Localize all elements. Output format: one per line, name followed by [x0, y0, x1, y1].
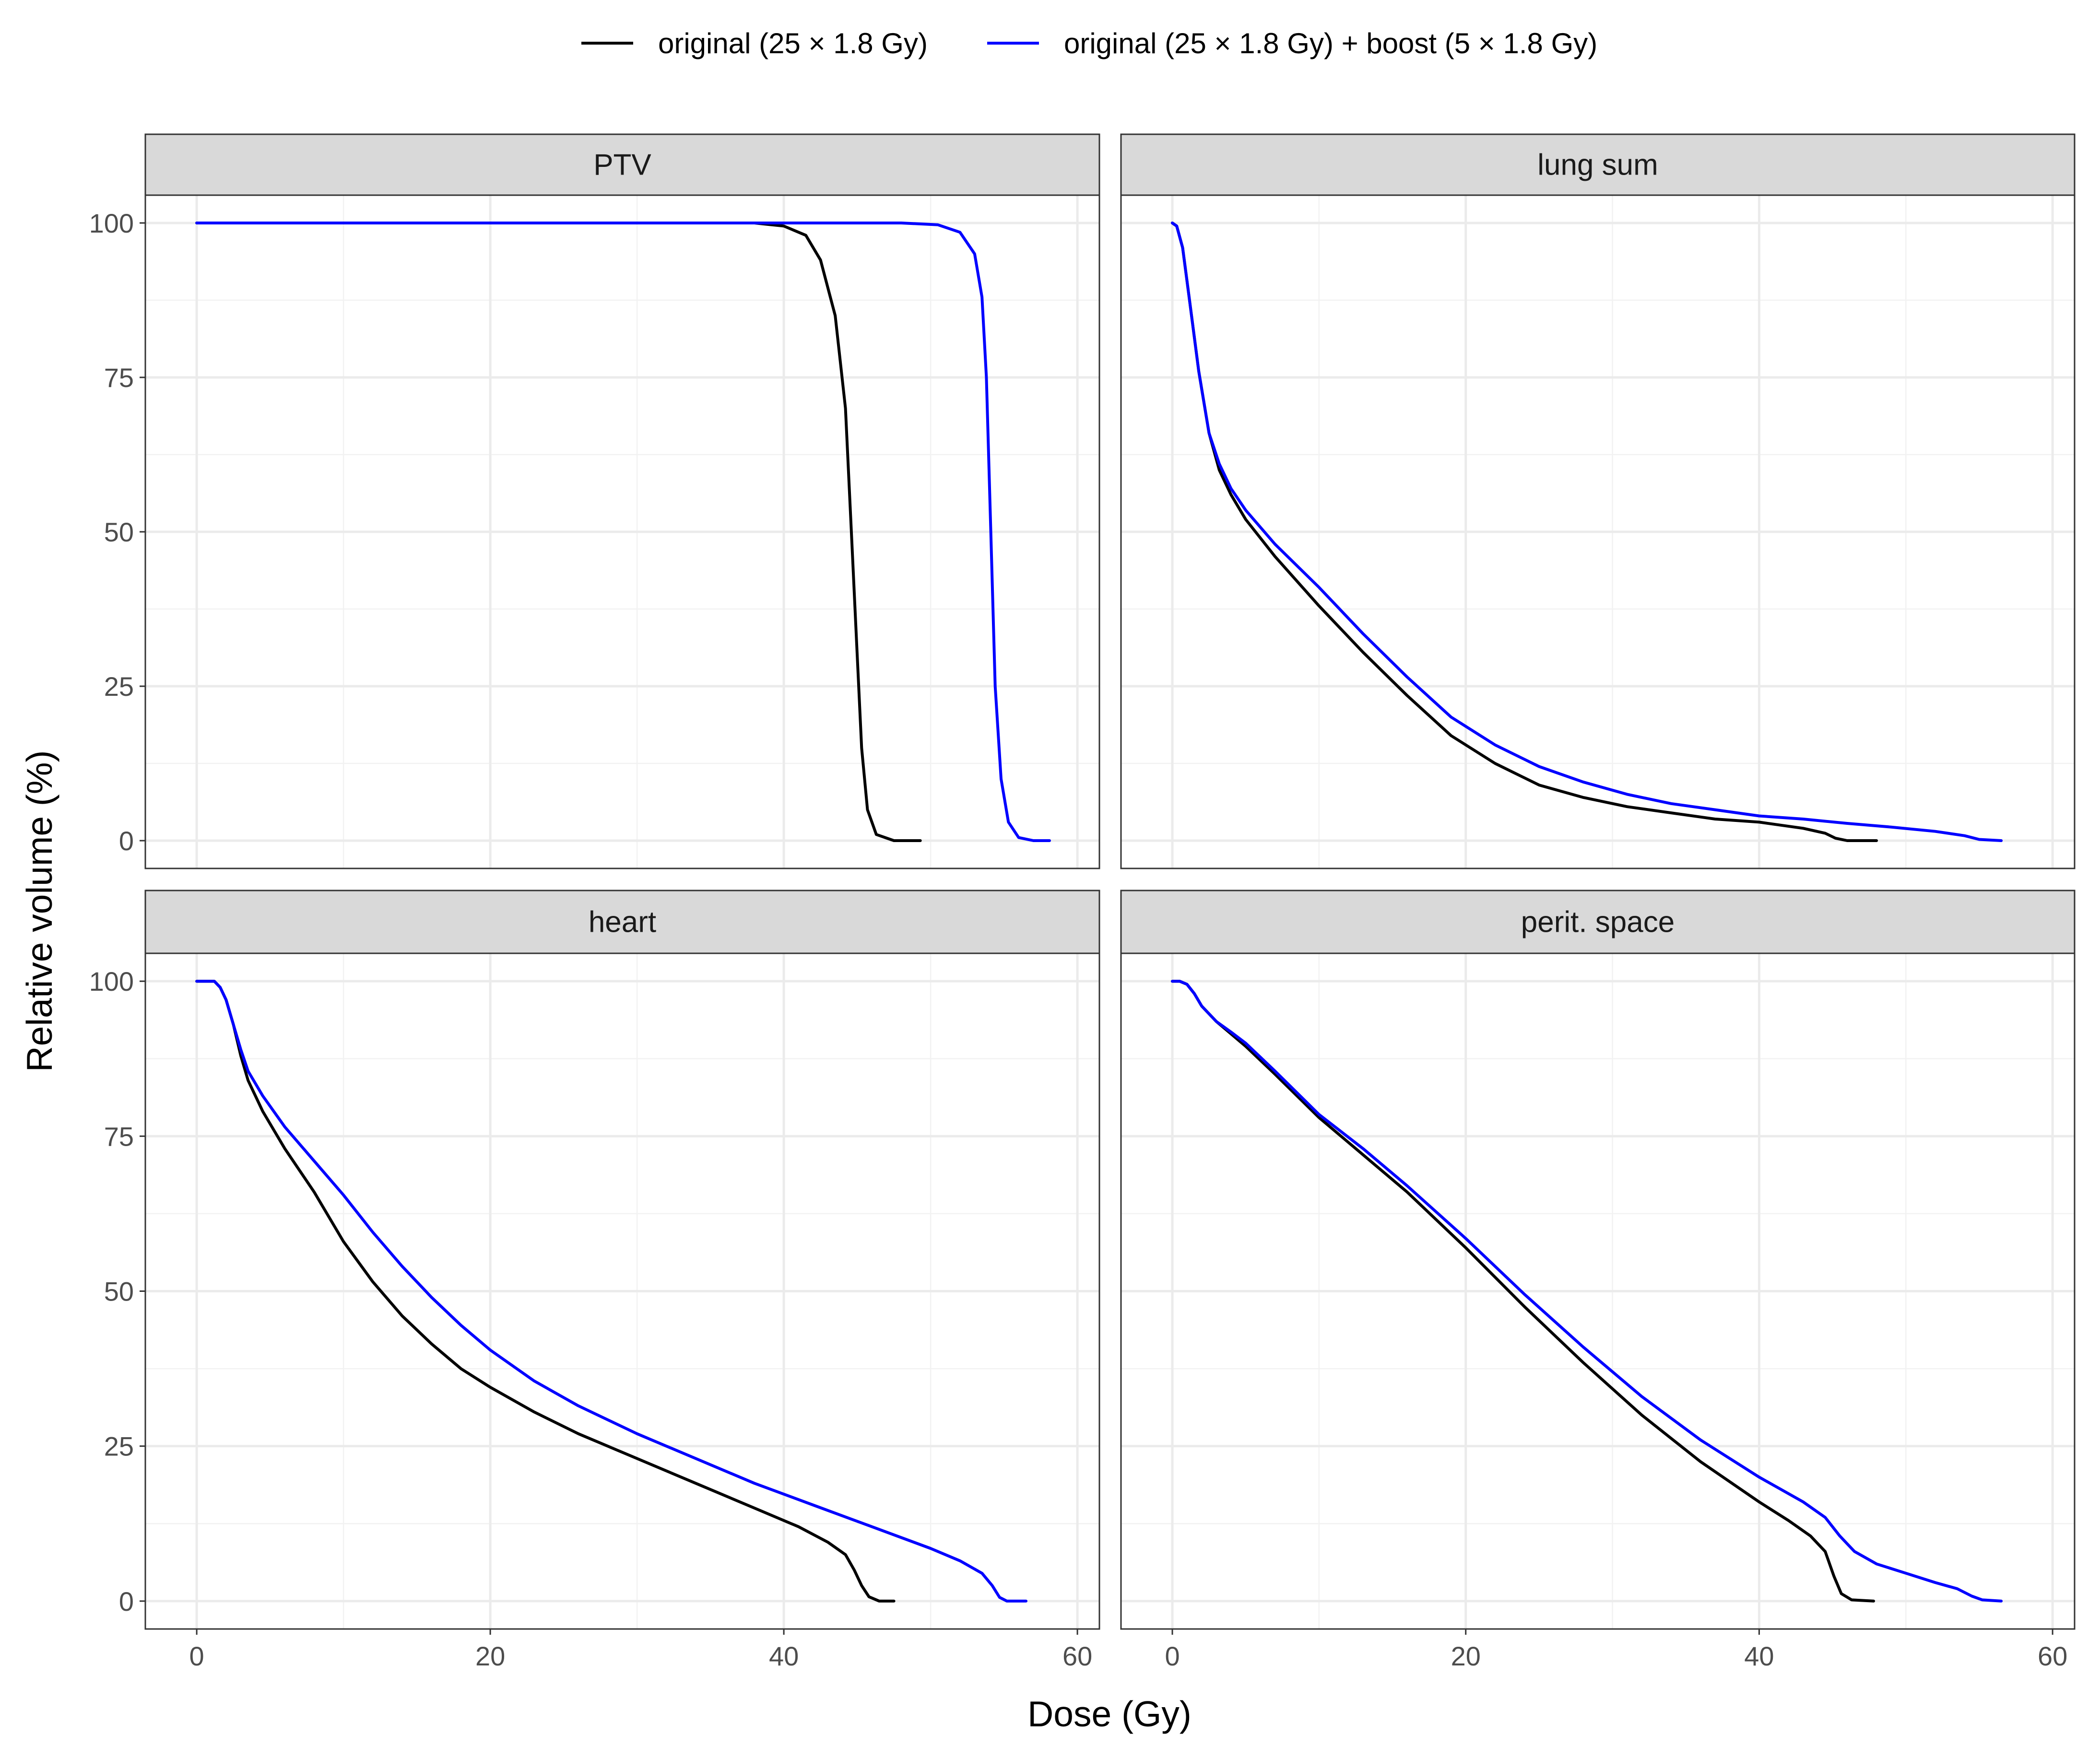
x-tick-label: 60	[2038, 1641, 2067, 1671]
y-tick-label: 25	[104, 671, 134, 702]
facet-strip	[144, 890, 1100, 954]
facet-strip-label: lung sum	[1537, 149, 1658, 182]
legend: original (25 × 1.8 Gy) original (25 × 1.8…	[581, 27, 1597, 59]
series-line-original	[195, 222, 922, 842]
y-tick-label: 50	[104, 1277, 134, 1307]
x-tick-label: 20	[475, 1641, 505, 1671]
y-tick-label: 100	[89, 208, 134, 238]
series-line-original-plus-boost	[1171, 980, 2003, 1603]
series-line-original-plus-boost	[195, 222, 1051, 842]
series-line-original-plus-boost	[1171, 222, 2003, 842]
legend-label: original (25 × 1.8 Gy)	[658, 27, 928, 59]
facet-strip	[144, 133, 1100, 196]
x-tick-label: 0	[1165, 1641, 1180, 1671]
y-axis-title: Relative volume (%)	[19, 750, 59, 1072]
panel-heart: heart 0 25 50 75 100 0 20 40 60	[89, 890, 1100, 1671]
facet-strip-label: perit. space	[1521, 906, 1675, 939]
x-axis-title: Dose (Gy)	[1027, 1694, 1192, 1734]
y-tick-label: 50	[104, 517, 134, 547]
x-tick-label: 20	[1451, 1641, 1481, 1671]
y-tick-label: 25	[104, 1431, 134, 1462]
series-line-original-plus-boost	[195, 980, 1027, 1603]
panel-perit-space: perit. space 0 20 40 60	[1120, 890, 2076, 1671]
x-tick-label: 40	[769, 1641, 799, 1671]
panel-border	[1120, 194, 2076, 869]
facet-panels: PTV 0 25 50 75 100 lung sum heart 0 25 50 75 100 0 20 4…	[89, 133, 2076, 1671]
y-tick-label: 75	[104, 363, 134, 393]
x-tick-label: 0	[189, 1641, 204, 1671]
y-tick-label: 75	[104, 1121, 134, 1151]
x-tick-label: 40	[1744, 1641, 1774, 1671]
legend-label: original (25 × 1.8 Gy) + boost (5 × 1.8 …	[1064, 27, 1597, 59]
panel-border	[1120, 952, 2076, 1630]
y-tick-label: 0	[119, 826, 134, 856]
x-tick-label: 60	[1062, 1641, 1092, 1671]
facet-strip-label: heart	[589, 906, 656, 939]
panel-ptv: PTV 0 25 50 75 100	[89, 133, 1100, 869]
panel-lung-sum: lung sum	[1120, 133, 2076, 869]
facet-strip-label: PTV	[593, 149, 651, 182]
y-tick-label: 0	[119, 1586, 134, 1617]
y-tick-label: 100	[89, 966, 134, 996]
